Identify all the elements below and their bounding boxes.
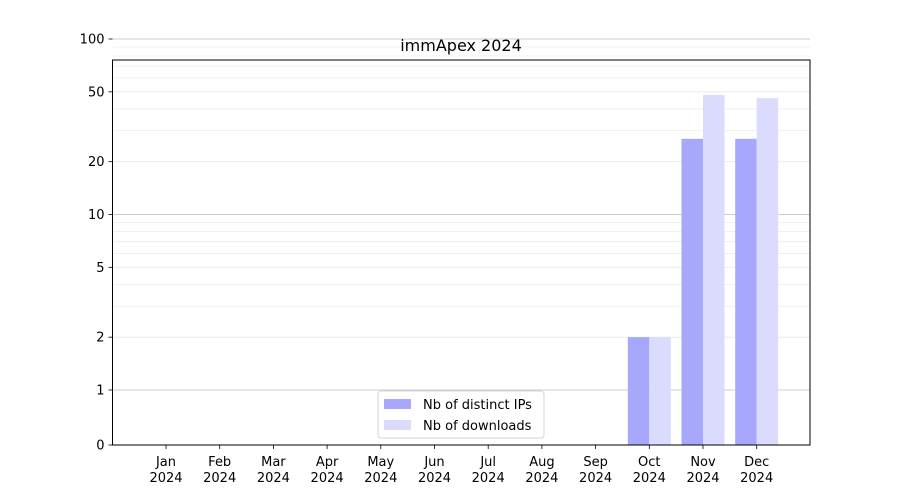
- bars-layer: [627, 94, 779, 445]
- legend-box: [377, 390, 545, 439]
- x-tick-label: Nov 2024: [686, 455, 719, 486]
- bar: [756, 98, 779, 445]
- x-tick-label: May 2024: [364, 455, 397, 486]
- x-tick-label: Aug 2024: [525, 455, 558, 486]
- y-tick-label: 0: [96, 439, 104, 454]
- chart-title: immApex 2024: [400, 36, 522, 55]
- legend-label: Nb of distinct IPs: [423, 398, 532, 413]
- x-tick-label: Jan 2024: [149, 455, 182, 486]
- bar: [649, 337, 671, 445]
- legend-swatch: [384, 420, 411, 430]
- y-tick-label: 100: [80, 33, 105, 48]
- x-tick-label: Jul 2024: [472, 455, 505, 486]
- x-tick-label: Jun 2024: [418, 455, 451, 486]
- x-tick-label: Sep 2024: [579, 455, 612, 486]
- y-tick-label: 1: [96, 384, 104, 399]
- y-tick-label: 10: [88, 208, 105, 223]
- legend-label: Nb of downloads: [423, 419, 532, 434]
- legend: Nb of distinct IPs Nb of downloads: [377, 390, 545, 439]
- x-tick-label: Dec 2024: [740, 455, 773, 486]
- bar: [681, 138, 703, 445]
- x-tick-label: Oct 2024: [633, 455, 666, 486]
- grid-layer: [112, 38, 810, 391]
- bar: [703, 94, 725, 445]
- y-tick-label: 5: [96, 261, 104, 276]
- x-tick-label: Feb 2024: [203, 455, 236, 486]
- bar: [735, 138, 757, 445]
- x-tick-label: Apr 2024: [311, 455, 344, 486]
- y-tick-label: 20: [88, 155, 105, 170]
- bar: [627, 337, 650, 445]
- legend-swatch: [384, 399, 411, 409]
- axes-layer: 0 1 2 5 10 20 50 100 Jan 2024 Feb 2024 Mar 2024 Apr 202…: [80, 33, 774, 487]
- plot-frame: [112, 59, 811, 446]
- x-tick-label: Mar 2024: [257, 455, 290, 486]
- y-tick-label: 2: [96, 331, 104, 346]
- y-tick-label: 50: [88, 85, 105, 100]
